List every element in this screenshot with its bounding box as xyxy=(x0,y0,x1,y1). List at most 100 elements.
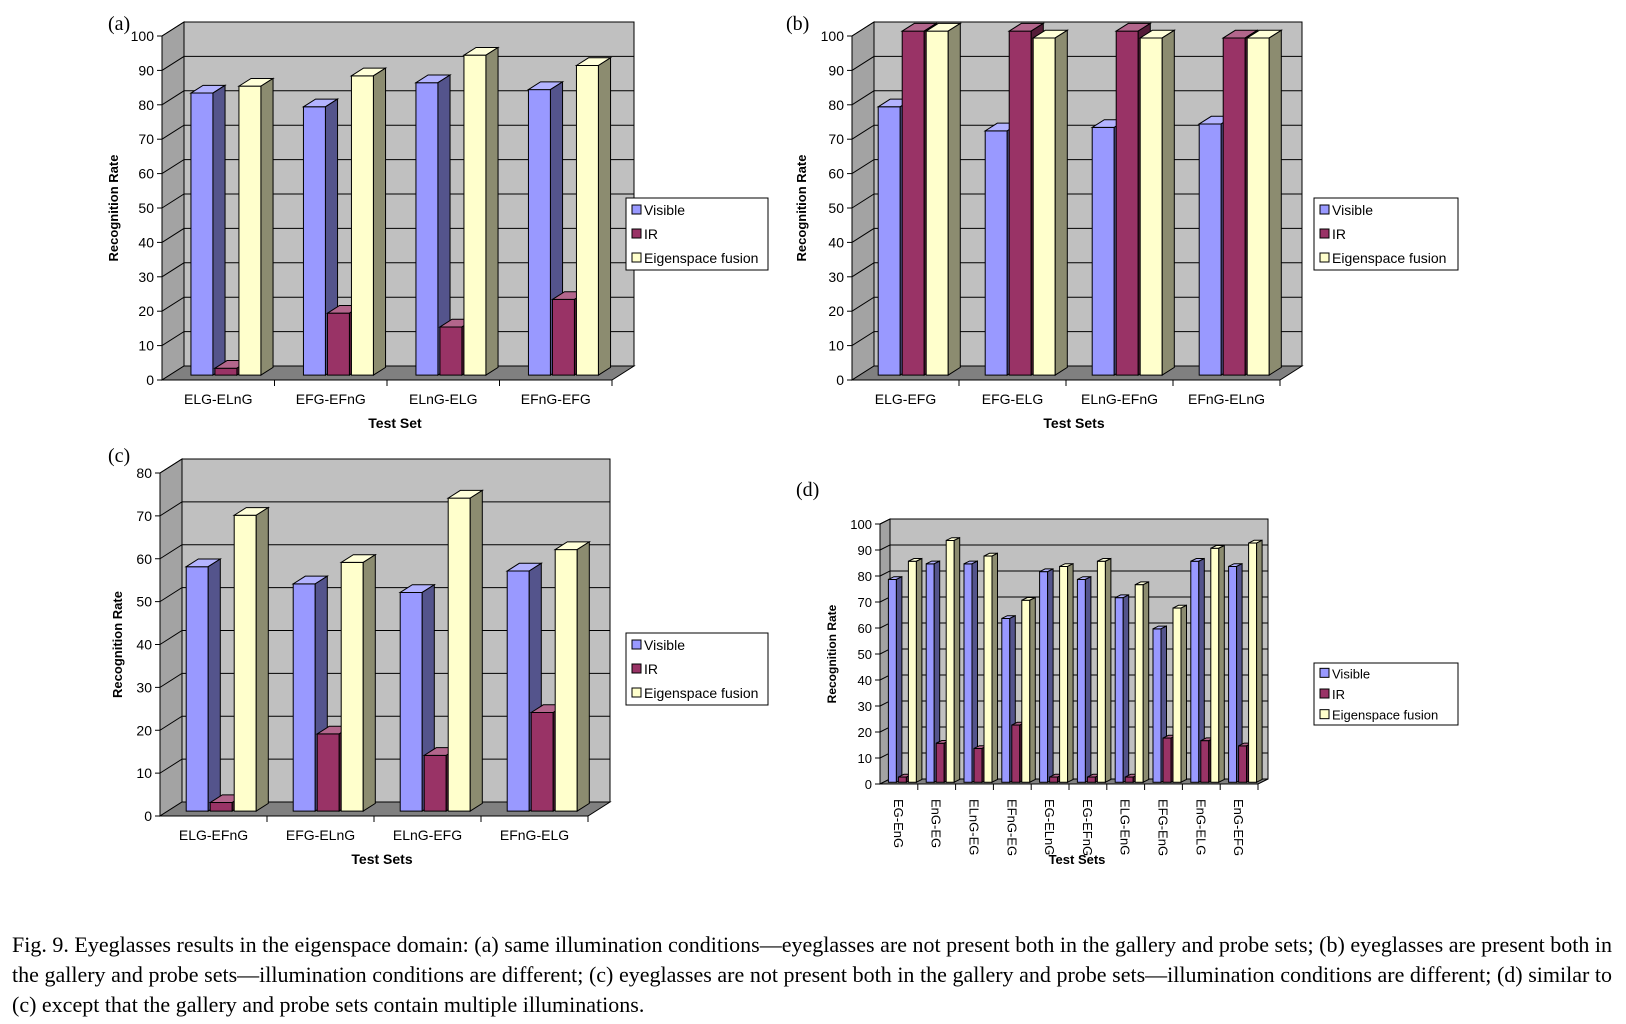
x-tick-label: EFG-EFnG xyxy=(296,391,366,407)
bar-front xyxy=(1011,724,1021,783)
x-tick-label: EFG-EnG xyxy=(1156,799,1171,856)
bar-side xyxy=(1104,557,1112,784)
bar-fusion-EG-ELnG xyxy=(1059,562,1074,784)
legend-swatch-visible xyxy=(631,639,642,650)
bar-front xyxy=(238,85,262,376)
bar-side xyxy=(1029,596,1036,784)
bar-front xyxy=(1238,745,1248,783)
x-axis-title: Test Set xyxy=(368,415,422,431)
y-axis-title: Recognition Rate xyxy=(825,604,839,703)
y-tick-label: 70 xyxy=(828,131,844,147)
y-axis-title: Recognition Rate xyxy=(794,155,809,262)
y-tick-label: 20 xyxy=(138,303,154,319)
x-tick-label: EFnG-EG xyxy=(1004,799,1019,856)
bar-front xyxy=(963,563,973,783)
bar-front xyxy=(447,497,471,812)
y-tick-label: 40 xyxy=(828,234,844,250)
bar-front xyxy=(326,312,350,376)
bar-front xyxy=(415,82,439,376)
bar-side xyxy=(212,84,226,377)
y-tick-label: 80 xyxy=(828,97,844,113)
bar-side xyxy=(597,56,612,377)
x-tick-label: EFG-ELG xyxy=(982,391,1043,407)
x-tick-label: ELG-EnG xyxy=(1118,799,1133,855)
bar-front xyxy=(209,802,233,812)
bar-front xyxy=(907,560,917,783)
bar-fusion-ELG-EnG xyxy=(1134,581,1150,784)
bar-front xyxy=(530,711,554,812)
legend-label-visible: Visible xyxy=(644,637,685,653)
bar-visible-ELG-EFnG xyxy=(184,558,223,813)
y-tick-label: 10 xyxy=(136,765,152,781)
bar-visible-ELnG-ELG xyxy=(414,74,452,377)
bar-fusion-EFnG-EFG xyxy=(574,56,613,377)
y-tick-label: 100 xyxy=(821,28,845,44)
bar-front xyxy=(463,54,487,376)
bar-front xyxy=(1228,565,1238,783)
bar-fusion-EFG-EnG xyxy=(1172,604,1187,784)
y-tick-label: 90 xyxy=(828,62,844,78)
bar-front xyxy=(1001,617,1011,783)
y-tick-label: 40 xyxy=(138,234,154,250)
y-tick-label: 10 xyxy=(858,751,872,766)
bar-side xyxy=(895,575,903,784)
x-axis-title: Test Sets xyxy=(1049,852,1106,867)
bar-front xyxy=(399,591,423,812)
bar-front xyxy=(1222,37,1246,376)
bar-front xyxy=(340,561,364,812)
bar-front xyxy=(901,30,925,376)
legend-label-visible: Visible xyxy=(1332,202,1373,218)
bar-front xyxy=(1086,776,1096,783)
bar-side xyxy=(576,540,590,813)
y-tick-label: 40 xyxy=(858,673,872,688)
legend-label-ir: IR xyxy=(1332,226,1346,242)
bar-front xyxy=(1115,30,1139,376)
y-tick-label: 20 xyxy=(828,303,844,319)
bar-front xyxy=(1134,584,1144,783)
bar-visible-EG-EnG xyxy=(887,575,903,784)
bar-front xyxy=(1114,597,1124,783)
bar-front xyxy=(575,65,599,376)
bar-fusion-ELnG-ELG xyxy=(462,46,500,377)
bar-fusion-EFG-ELnG xyxy=(339,553,378,813)
chart-panel-4: (d) 0 10 20 30 40 50 60 70 80 90 100 EG-EnG EnG-EG ELn… xyxy=(796,479,1459,867)
legend: Visible IR Eigenspace fusion xyxy=(1313,197,1459,271)
bar-front xyxy=(1198,123,1222,376)
x-tick-label: EFG-ELnG xyxy=(286,827,355,843)
y-tick-label: 0 xyxy=(146,372,154,388)
bar-front xyxy=(925,563,935,783)
bar-front xyxy=(554,549,578,812)
bar-side xyxy=(1084,575,1092,784)
bar-side xyxy=(1067,562,1074,784)
x-tick-label: ELnG-ELG xyxy=(409,391,477,407)
bar-visible-ELG-EnG xyxy=(1114,594,1130,784)
bar-side xyxy=(1161,29,1175,377)
bar-fusion-EG-EnG xyxy=(907,557,923,784)
y-tick-label: 50 xyxy=(828,200,844,216)
bar-front xyxy=(1021,599,1031,783)
y-tick-label: 60 xyxy=(138,166,154,182)
x-tick-label: EFnG-ELG xyxy=(500,827,569,843)
x-axis-title: Test Sets xyxy=(1043,415,1104,431)
bar-front xyxy=(1210,547,1220,783)
bar-visible-EG-EFnG xyxy=(1076,575,1092,784)
bar-side xyxy=(1218,544,1225,784)
legend-swatch-ir xyxy=(1319,688,1330,699)
bar-visible-ELG-ELnG xyxy=(189,84,227,377)
bar-side xyxy=(372,67,387,377)
y-tick-label: 60 xyxy=(828,166,844,182)
bar-front xyxy=(1152,628,1162,783)
bar-fusion-EnG-EFG xyxy=(1248,539,1263,784)
bar-front xyxy=(1200,740,1210,783)
figure-caption: Fig. 9. Eyeglasses results in the eigens… xyxy=(12,932,1612,1017)
bar-fusion-ELnG-EFG xyxy=(446,489,485,813)
legend-swatch-visible xyxy=(631,204,642,215)
bar-fusion-EFnG-EG xyxy=(1021,596,1036,784)
gridline xyxy=(161,21,634,37)
bar-front xyxy=(925,30,949,376)
x-tick-label: ELnG-EFG xyxy=(393,827,462,843)
bar-front xyxy=(1172,607,1182,783)
y-tick-label: 0 xyxy=(144,808,152,824)
y-tick-label: 30 xyxy=(136,679,152,695)
